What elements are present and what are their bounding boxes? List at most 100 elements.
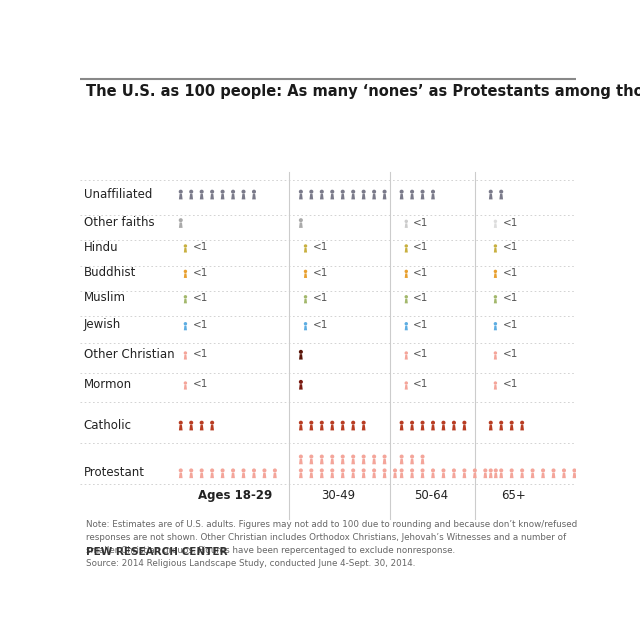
- Circle shape: [509, 420, 514, 425]
- Text: <1: <1: [312, 242, 328, 252]
- Circle shape: [309, 469, 314, 472]
- Circle shape: [309, 455, 314, 458]
- Circle shape: [231, 469, 235, 472]
- Circle shape: [431, 190, 435, 194]
- Text: <1: <1: [312, 293, 328, 303]
- Circle shape: [241, 469, 246, 472]
- Polygon shape: [242, 194, 245, 199]
- Polygon shape: [221, 473, 225, 478]
- Polygon shape: [404, 355, 408, 359]
- Polygon shape: [463, 473, 467, 478]
- Circle shape: [399, 469, 404, 472]
- Circle shape: [552, 469, 556, 472]
- Polygon shape: [310, 425, 313, 431]
- Circle shape: [340, 190, 345, 194]
- Polygon shape: [431, 425, 435, 431]
- Polygon shape: [494, 274, 497, 278]
- Text: <1: <1: [312, 267, 328, 277]
- Polygon shape: [299, 425, 303, 431]
- Circle shape: [330, 190, 334, 194]
- Circle shape: [493, 351, 497, 355]
- Circle shape: [493, 469, 498, 472]
- Polygon shape: [189, 425, 193, 431]
- Polygon shape: [562, 473, 566, 478]
- Circle shape: [299, 455, 303, 458]
- Circle shape: [404, 382, 408, 385]
- Polygon shape: [330, 459, 334, 464]
- Polygon shape: [442, 425, 445, 431]
- Circle shape: [330, 469, 334, 472]
- Circle shape: [404, 244, 408, 248]
- Circle shape: [493, 295, 497, 298]
- Polygon shape: [400, 194, 403, 199]
- Polygon shape: [510, 425, 513, 431]
- Circle shape: [320, 455, 324, 458]
- Circle shape: [351, 455, 355, 458]
- Text: Unaffiliated: Unaffiliated: [84, 187, 152, 201]
- Polygon shape: [304, 274, 307, 278]
- Text: <1: <1: [502, 267, 518, 277]
- Circle shape: [420, 455, 424, 458]
- Circle shape: [399, 455, 404, 458]
- Circle shape: [304, 295, 307, 298]
- Text: <1: <1: [193, 242, 208, 252]
- Circle shape: [241, 190, 246, 194]
- Circle shape: [493, 322, 497, 326]
- Polygon shape: [299, 459, 303, 464]
- Circle shape: [179, 420, 183, 425]
- Polygon shape: [330, 194, 334, 199]
- Circle shape: [231, 190, 235, 194]
- Circle shape: [442, 420, 445, 425]
- Circle shape: [541, 469, 545, 472]
- Polygon shape: [351, 459, 355, 464]
- Text: <1: <1: [312, 320, 328, 330]
- Polygon shape: [410, 425, 414, 431]
- Circle shape: [184, 295, 187, 298]
- Circle shape: [362, 469, 365, 472]
- Circle shape: [420, 420, 424, 425]
- Circle shape: [442, 469, 445, 472]
- Polygon shape: [351, 425, 355, 431]
- Circle shape: [562, 469, 566, 472]
- Text: <1: <1: [193, 320, 208, 330]
- Circle shape: [210, 190, 214, 194]
- Circle shape: [262, 469, 266, 472]
- Polygon shape: [310, 459, 313, 464]
- Polygon shape: [420, 194, 424, 199]
- Circle shape: [404, 351, 408, 355]
- Circle shape: [410, 469, 414, 472]
- Text: 30-49: 30-49: [321, 490, 355, 502]
- Circle shape: [372, 190, 376, 194]
- Circle shape: [399, 190, 404, 194]
- Circle shape: [499, 190, 503, 194]
- Polygon shape: [200, 194, 204, 199]
- Polygon shape: [510, 473, 513, 478]
- Text: <1: <1: [413, 267, 429, 277]
- Polygon shape: [404, 299, 408, 304]
- Circle shape: [462, 469, 467, 472]
- Circle shape: [299, 420, 303, 425]
- Circle shape: [184, 322, 187, 326]
- Polygon shape: [341, 194, 344, 199]
- Circle shape: [489, 469, 493, 472]
- Polygon shape: [273, 473, 276, 478]
- Polygon shape: [372, 473, 376, 478]
- Polygon shape: [299, 194, 303, 199]
- Polygon shape: [179, 425, 182, 431]
- Text: Jewish: Jewish: [84, 318, 121, 331]
- Polygon shape: [520, 425, 524, 431]
- Polygon shape: [310, 473, 313, 478]
- Polygon shape: [404, 326, 408, 330]
- Circle shape: [493, 270, 497, 273]
- Circle shape: [372, 455, 376, 458]
- Polygon shape: [452, 473, 456, 478]
- Circle shape: [210, 420, 214, 425]
- Polygon shape: [473, 473, 477, 478]
- Circle shape: [404, 322, 408, 326]
- Polygon shape: [383, 194, 387, 199]
- Circle shape: [210, 469, 214, 472]
- Polygon shape: [189, 473, 193, 478]
- Circle shape: [372, 469, 376, 472]
- Circle shape: [410, 455, 414, 458]
- Circle shape: [493, 220, 497, 223]
